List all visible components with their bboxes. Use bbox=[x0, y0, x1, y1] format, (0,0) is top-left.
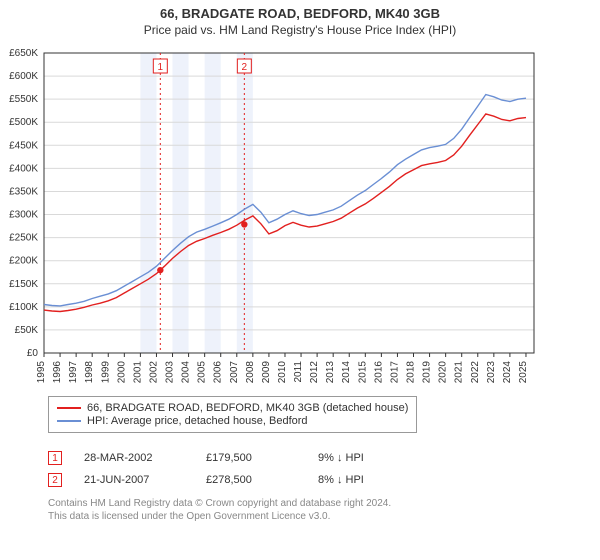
svg-text:£500K: £500K bbox=[9, 117, 38, 128]
svg-text:2001: 2001 bbox=[132, 361, 143, 384]
svg-text:£200K: £200K bbox=[9, 256, 38, 267]
svg-text:2000: 2000 bbox=[116, 361, 127, 384]
svg-text:2: 2 bbox=[242, 62, 248, 73]
legend-item: 66, BRADGATE ROAD, BEDFORD, MK40 3GB (de… bbox=[57, 402, 408, 414]
svg-text:2016: 2016 bbox=[373, 361, 384, 384]
svg-text:2019: 2019 bbox=[422, 361, 433, 384]
title-address: 66, BRADGATE ROAD, BEDFORD, MK40 3GB bbox=[0, 6, 600, 21]
svg-text:£250K: £250K bbox=[9, 233, 38, 244]
svg-text:2013: 2013 bbox=[325, 361, 336, 384]
sale-price: £179,500 bbox=[206, 452, 296, 464]
svg-text:£450K: £450K bbox=[9, 140, 38, 151]
svg-text:2009: 2009 bbox=[261, 361, 272, 384]
svg-text:2006: 2006 bbox=[213, 361, 224, 384]
svg-text:2023: 2023 bbox=[486, 361, 497, 384]
sale-marker-box: 1 bbox=[48, 451, 62, 465]
svg-text:2017: 2017 bbox=[389, 361, 400, 384]
svg-text:2005: 2005 bbox=[197, 361, 208, 384]
svg-text:2003: 2003 bbox=[165, 361, 176, 384]
sale-delta: 9% ↓ HPI bbox=[318, 452, 408, 464]
svg-text:2010: 2010 bbox=[277, 361, 288, 384]
sale-date: 28-MAR-2002 bbox=[84, 452, 184, 464]
svg-text:£300K: £300K bbox=[9, 210, 38, 221]
svg-text:£150K: £150K bbox=[9, 279, 38, 290]
sale-price: £278,500 bbox=[206, 474, 296, 486]
table-row: 2 21-JUN-2007 £278,500 8% ↓ HPI bbox=[48, 469, 568, 491]
svg-text:£400K: £400K bbox=[9, 163, 38, 174]
legend-label: 66, BRADGATE ROAD, BEDFORD, MK40 3GB (de… bbox=[87, 402, 408, 414]
svg-text:2020: 2020 bbox=[438, 361, 449, 384]
svg-text:2002: 2002 bbox=[148, 361, 159, 384]
svg-text:2012: 2012 bbox=[309, 361, 320, 384]
svg-text:£550K: £550K bbox=[9, 94, 38, 105]
svg-text:2024: 2024 bbox=[502, 361, 513, 384]
legend-swatch bbox=[57, 407, 81, 409]
svg-text:2014: 2014 bbox=[341, 361, 352, 384]
svg-text:1: 1 bbox=[158, 62, 164, 73]
table-row: 1 28-MAR-2002 £179,500 9% ↓ HPI bbox=[48, 447, 568, 469]
sale-date: 21-JUN-2007 bbox=[84, 474, 184, 486]
sales-table: 1 28-MAR-2002 £179,500 9% ↓ HPI 2 21-JUN-2007… bbox=[48, 447, 568, 491]
svg-text:1995: 1995 bbox=[36, 361, 47, 384]
svg-text:£0: £0 bbox=[27, 348, 39, 359]
svg-text:2004: 2004 bbox=[181, 361, 192, 384]
svg-text:2018: 2018 bbox=[406, 361, 417, 384]
svg-text:£600K: £600K bbox=[9, 71, 38, 82]
legend-label: HPI: Average price, detached house, Bedf… bbox=[87, 415, 308, 427]
svg-text:2021: 2021 bbox=[454, 361, 465, 384]
legend-item: HPI: Average price, detached house, Bedf… bbox=[57, 415, 408, 427]
legend: 66, BRADGATE ROAD, BEDFORD, MK40 3GB (de… bbox=[48, 396, 417, 433]
legend-swatch bbox=[57, 420, 81, 422]
svg-text:1999: 1999 bbox=[100, 361, 111, 384]
line-chart: £0 £50K £100K £150K £200K £250K £300K £350K £400… bbox=[0, 45, 552, 397]
footer-copyright: Contains HM Land Registry data © Crown c… bbox=[48, 497, 568, 510]
footer-licence: This data is licensed under the Open Gov… bbox=[48, 510, 568, 523]
svg-text:2015: 2015 bbox=[357, 361, 368, 384]
title-subtitle: Price paid vs. HM Land Registry's House … bbox=[0, 23, 600, 37]
svg-text:1997: 1997 bbox=[68, 361, 79, 384]
svg-text:2025: 2025 bbox=[518, 361, 529, 384]
svg-text:2011: 2011 bbox=[293, 361, 304, 383]
svg-text:£50K: £50K bbox=[15, 325, 39, 336]
svg-text:2007: 2007 bbox=[229, 361, 240, 384]
svg-text:2008: 2008 bbox=[245, 361, 256, 384]
chart-area: £0 £50K £100K £150K £200K £250K £300K £350K £400… bbox=[0, 45, 600, 397]
sale-marker-box: 2 bbox=[48, 473, 62, 487]
svg-text:£100K: £100K bbox=[9, 302, 38, 313]
sale-delta: 8% ↓ HPI bbox=[318, 474, 408, 486]
svg-text:2022: 2022 bbox=[470, 361, 481, 384]
svg-text:1996: 1996 bbox=[52, 361, 63, 384]
svg-text:£350K: £350K bbox=[9, 186, 38, 197]
svg-text:1998: 1998 bbox=[84, 361, 95, 384]
svg-text:£650K: £650K bbox=[9, 48, 38, 59]
